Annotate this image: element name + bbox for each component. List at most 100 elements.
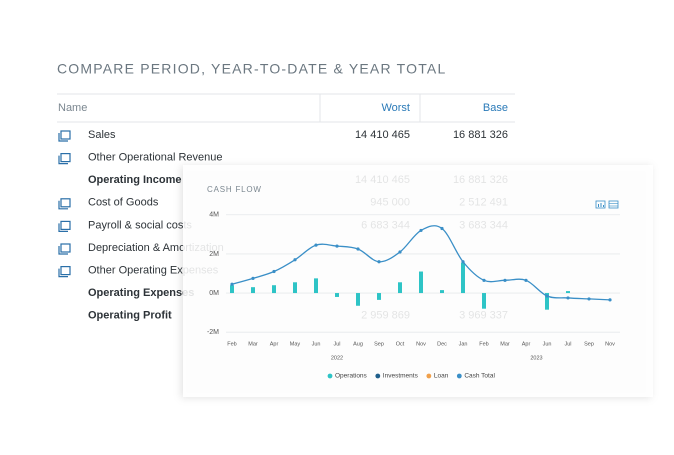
bar [356,293,360,306]
bar [293,282,297,294]
card-background [183,165,653,397]
y-tick-label: 0M [209,290,219,297]
line-point [314,243,318,247]
row-icon [58,246,68,255]
row-icon [60,220,71,230]
x-tick-label: Nov [416,341,426,347]
line-point [608,298,612,302]
column-header: Name [58,102,87,114]
bar [461,262,465,294]
legend-swatch [426,373,432,379]
line-point [545,294,549,298]
line-point [272,269,276,274]
bar [482,293,486,309]
bar [314,278,318,294]
x-tick-label: Mar [248,341,258,347]
bar [398,282,402,294]
row-icon [58,133,68,142]
x-tick-label: Jul [333,341,340,347]
x-tick-label: Jun [543,341,552,347]
x-tick-label: Feb [227,341,236,347]
x-tick-label: Sep [374,341,384,347]
line-point [503,278,507,282]
chart-card: CASH FLOW 4M 2M 0M -2M Feb Mar Apr May Jun Jul Aug… [183,165,653,397]
bar [545,293,549,310]
row-icon [60,266,71,276]
column-header: Base [483,102,508,114]
line-point [398,250,402,254]
legend-label: Loan [434,373,449,380]
x-group-label: 2022 [331,355,343,361]
y-tick-label: 4M [209,212,219,219]
line-point [524,278,528,282]
row-icon [60,130,71,140]
line-point [419,228,423,233]
x-tick-label: Apr [522,341,531,347]
row-icon [58,268,68,278]
row-icon [58,223,68,232]
x-tick-label: Jul [564,341,571,347]
column-header: Worst [381,102,410,114]
x-tick-label: Nov [605,341,615,347]
x-tick-label: Jun [312,341,321,347]
line-point [482,278,486,282]
x-tick-label: May [290,341,301,347]
chart-icon[interactable] [595,200,606,209]
line-point [440,226,444,231]
line-point [566,296,570,300]
legend-swatch [375,373,381,379]
page-title: COMPARE PERIOD, YEAR-TO-DATE & YEAR TOTA… [57,61,446,77]
chart: 4M 2M 0M -2M Feb Mar Apr May Jun Jul Aug Sep Oct Nov D… [207,212,620,380]
x-tick-label: Apr [270,341,279,347]
y-tick-label: -2M [207,329,219,336]
legend-label: Cash Total [464,373,495,380]
line-point [293,258,297,262]
row-base: 16 881 326 [453,129,508,141]
row-name: Other Operational Revenue [88,152,223,164]
row-icon [58,200,68,210]
row-name: Operating Profit [88,310,172,322]
row-icon [58,155,68,165]
x-group-label: 2023 [530,355,542,361]
line-point [587,297,591,301]
bar [230,285,234,294]
legend-swatch [456,373,462,379]
row-name: Cost of Goods [88,197,159,209]
row-icon [60,153,71,163]
legend-label: Operations [335,373,368,380]
legend-swatch [327,373,333,379]
x-tick-label: Mar [500,341,510,347]
chart-title: CASH FLOW [207,185,262,194]
row-icon [60,243,71,253]
x-tick-label: Feb [479,341,488,347]
row-name: Payroll & social costs [88,219,192,231]
bar [272,285,276,294]
line-point [356,247,360,251]
line-point [230,282,234,286]
x-tick-label: Jan [459,341,468,347]
bar [440,290,444,294]
line-point [335,244,339,248]
row-icon [60,198,71,208]
x-tick-label: Oct [396,341,405,347]
legend-label: Investments [383,373,419,380]
bar [566,291,570,294]
bar [419,271,423,294]
table-icon[interactable] [608,200,619,209]
y-tick-label: 2M [209,251,219,258]
row-name: Operating Income [88,174,182,186]
chart-view-toggle[interactable] [595,200,619,209]
bar [377,293,381,300]
line-point [377,260,381,264]
x-tick-label: Sep [584,341,594,347]
line-point [461,260,465,264]
row-name: Sales [88,129,116,141]
row-name: Operating Expenses [88,287,194,299]
bar [251,287,255,294]
x-tick-label: Dec [437,341,447,347]
row-worst: 14 410 465 [355,129,410,141]
x-tick-label: Aug [353,341,363,347]
line-point [251,276,255,280]
bar [335,293,339,297]
